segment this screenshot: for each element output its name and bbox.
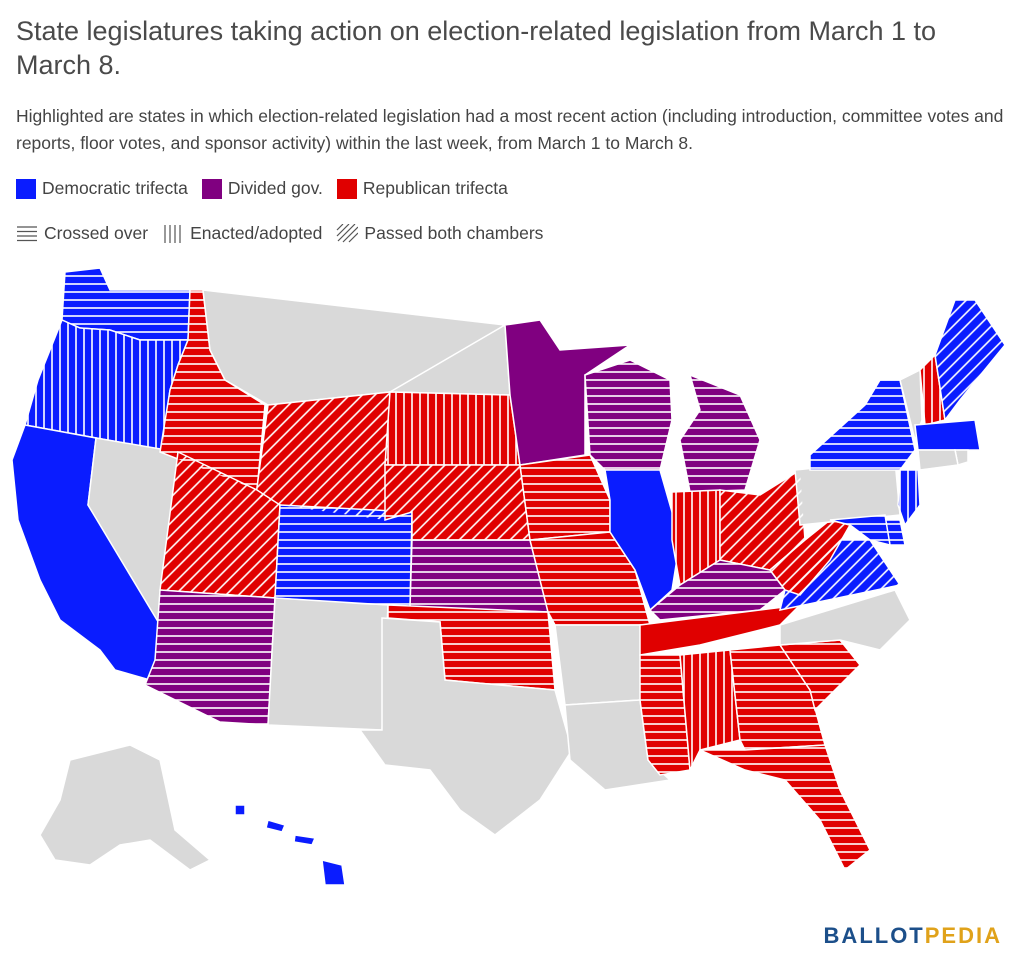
legend-item-crossed-over: Crossed over xyxy=(16,223,148,244)
legend-item-dem: Democratic trifecta xyxy=(16,178,188,199)
state-vt xyxy=(899,368,923,443)
state-hatch-wi xyxy=(585,360,672,470)
state-hatch-sc xyxy=(780,640,860,710)
state-hatch-ny xyxy=(810,380,915,470)
state-hatch-mi xyxy=(680,375,760,492)
state-hatch-va xyxy=(780,540,900,610)
state-ar xyxy=(554,624,651,706)
vertical-lines-icon xyxy=(164,224,181,243)
state-hatch-or xyxy=(25,320,188,450)
state-hatch-fl xyxy=(700,745,870,870)
legend-item-enacted: Enacted/adopted xyxy=(162,223,322,244)
ballotpedia-logo: BALLOTPEDIA xyxy=(823,923,1002,948)
us-map xyxy=(11,267,1006,886)
state-hatch-wa xyxy=(62,268,190,340)
map-subtitle: Highlighted are states in which election… xyxy=(16,106,1004,153)
state-hatch-nh xyxy=(920,355,945,425)
state-hatch-ne xyxy=(385,465,530,540)
legend-swatch-rep xyxy=(336,178,357,199)
legend-swatch-dem xyxy=(16,178,36,199)
state-hatch-ms xyxy=(640,655,690,775)
state-hatch-wv xyxy=(770,520,850,595)
legend-label-dem: Democratic trifecta xyxy=(42,178,188,198)
state-hatch-md xyxy=(830,515,890,545)
color-legend: Democratic trifecta Divided gov. Republi… xyxy=(16,178,522,199)
state-hatch-mo xyxy=(530,532,650,625)
legend-label-passed-both: Passed both chambers xyxy=(364,223,544,243)
state-hatch-id xyxy=(160,290,265,490)
state-ct xyxy=(917,449,959,471)
state-hatch-in xyxy=(672,490,720,585)
diagonal-lines-icon xyxy=(336,223,359,242)
legend-label-enacted: Enacted/adopted xyxy=(190,223,323,243)
state-hi xyxy=(234,804,346,886)
pattern-legend: Crossed over Enacted/adopted Passed both… xyxy=(16,223,557,244)
legend-item-passed-both: Passed both chambers xyxy=(336,223,543,244)
state-hatch-co xyxy=(275,505,412,608)
state-hatch-ks xyxy=(410,540,548,612)
state-hatch-ut xyxy=(160,452,280,598)
map-title: State legislatures taking action on elec… xyxy=(16,16,936,80)
state-ma xyxy=(914,419,981,451)
state-hatch-sd xyxy=(385,392,520,465)
state-hatch-oh xyxy=(720,470,805,570)
state-hatch-ia xyxy=(520,455,610,540)
legend-item-rep: Republican trifecta xyxy=(336,178,508,199)
state-hatch-ga xyxy=(730,645,825,750)
state-hatch-me xyxy=(935,300,1005,420)
legend-item-divided: Divided gov. xyxy=(201,178,323,199)
state-nm xyxy=(267,597,389,731)
state-ak xyxy=(39,744,212,871)
hatch-layer xyxy=(25,268,1005,870)
state-hatch-az xyxy=(145,590,275,725)
horizontal-lines-icon xyxy=(17,225,37,241)
state-hatch-de xyxy=(885,520,905,545)
state-hatch-ok xyxy=(388,605,555,690)
legend-swatch-divided xyxy=(201,178,222,199)
state-hatch-al xyxy=(680,650,740,770)
legend-label-rep: Republican trifecta xyxy=(362,178,508,198)
state-hatch-ky xyxy=(650,560,785,620)
legend-label-crossed-over: Crossed over xyxy=(44,223,149,243)
legend-label-divided: Divided gov. xyxy=(227,178,323,198)
state-hatch-wy xyxy=(256,392,390,520)
state-hatch-nj xyxy=(898,470,920,525)
